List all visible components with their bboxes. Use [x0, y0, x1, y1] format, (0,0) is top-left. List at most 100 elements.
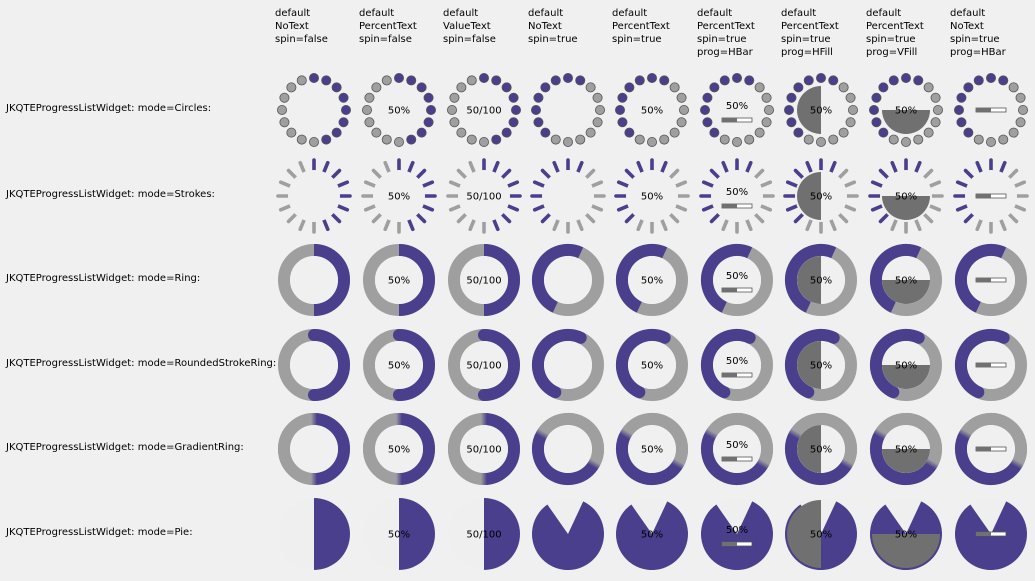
progress-widget-pie: 50% — [363, 498, 435, 570]
progress-text: 50% — [726, 187, 748, 198]
progress-dot — [449, 92, 460, 103]
progress-stroke — [575, 160, 584, 176]
progress-stroke — [744, 160, 753, 176]
progress-stroke — [636, 160, 645, 176]
progress-dot — [338, 92, 349, 103]
progress-text: 50% — [641, 192, 663, 203]
progress-widget-gradientring: 50% — [616, 413, 688, 485]
progress-stroke — [616, 203, 632, 212]
progress-dot — [286, 82, 297, 93]
progress-dot — [331, 127, 342, 138]
progress-widget-pie: 50% — [785, 498, 857, 570]
progress-center — [626, 84, 678, 136]
progress-widget-pie: 50% — [870, 498, 942, 570]
progress-text: 50% — [726, 525, 748, 536]
progress-arc — [870, 329, 925, 399]
progress-dot — [761, 92, 772, 103]
progress-dot — [466, 134, 477, 145]
progress-widget-roundedstrokering: 50% — [363, 329, 435, 401]
progress-dot — [838, 82, 849, 93]
progress-dot — [764, 105, 775, 116]
progress-dot — [933, 105, 944, 116]
progress-dot — [702, 117, 713, 128]
progress-widget-roundedstrokering: 50/100 — [448, 329, 520, 401]
progress-dot — [761, 117, 772, 128]
progress-widget-pie: 50% — [701, 498, 773, 570]
progress-stroke — [659, 160, 668, 176]
progress-center — [542, 170, 594, 222]
progress-dot — [700, 105, 710, 116]
progress-stroke — [448, 180, 464, 189]
progress-text: 50% — [388, 276, 410, 287]
progress-dot — [998, 75, 1009, 86]
progress-center — [458, 170, 510, 222]
progress-widget-gradientring: 50/100 — [448, 413, 520, 485]
progress-dot — [754, 82, 765, 93]
progress-stroke — [757, 180, 773, 189]
column-header: default PercentText spin=true prog=HBar — [697, 8, 755, 58]
progress-widget-pie: 50% — [616, 498, 688, 570]
progress-widget-roundedstrokering: 50% — [785, 329, 857, 401]
progress-dot — [848, 105, 859, 116]
progress-widget-strokes: 50% — [699, 158, 775, 234]
progress-arc — [955, 244, 1007, 313]
progress-stroke — [785, 180, 801, 189]
progress-dot — [423, 117, 434, 128]
progress-dot — [901, 137, 912, 148]
progress-gradient-ring — [616, 413, 688, 485]
column-header: default NoText spin=true — [528, 8, 578, 45]
progress-dot — [364, 117, 375, 128]
progress-dot — [491, 134, 502, 145]
progress-vfill — [882, 196, 930, 220]
progress-center — [542, 84, 594, 136]
progress-dot — [871, 117, 882, 128]
progress-widget-circles — [954, 73, 1029, 148]
progress-text: 50% — [895, 445, 917, 456]
progress-dot — [954, 105, 964, 116]
progress-widget-gradientring — [532, 413, 604, 485]
progress-widget-strokes: 50% — [783, 158, 859, 234]
progress-dot — [501, 82, 512, 93]
progress-dot — [828, 134, 839, 145]
progress-widget-ring: 50% — [363, 244, 435, 316]
progress-gradient-ring — [870, 413, 942, 485]
progress-hbar-fill — [976, 532, 991, 536]
progress-text: 50% — [810, 445, 832, 456]
progress-dot — [331, 82, 342, 93]
progress-stroke — [491, 216, 500, 232]
progress-vfill — [872, 534, 940, 568]
progress-widget-circles: 50% — [869, 73, 944, 148]
progress-dot — [585, 82, 596, 93]
progress-widget-pie — [955, 498, 1027, 570]
progress-dot — [563, 137, 574, 148]
progress-widget-gradientring: 50% — [701, 413, 773, 485]
progress-dot — [617, 92, 628, 103]
progress-stroke — [870, 203, 886, 212]
progress-vfill — [882, 280, 930, 304]
progress-text: 50% — [388, 530, 410, 541]
progress-hbar-fill — [976, 278, 991, 282]
progress-center — [460, 256, 508, 304]
progress-arc — [870, 244, 922, 313]
progress-arc — [483, 244, 520, 316]
progress-dot — [888, 75, 899, 86]
progress-hfill — [797, 172, 821, 220]
progress-arc — [616, 244, 668, 313]
progress-dot — [754, 127, 765, 138]
progress-text: 50% — [641, 530, 663, 541]
progress-dot — [709, 82, 720, 93]
progress-widget-strokes: 50/100 — [446, 158, 522, 234]
progress-dot — [676, 92, 687, 103]
progress-hbar-fill — [722, 457, 737, 461]
column-header: default PercentText spin=true — [612, 8, 670, 45]
progress-dot — [998, 134, 1009, 145]
progress-pie-slice — [701, 501, 773, 570]
progress-widget-ring — [278, 244, 350, 316]
progress-dot — [371, 82, 382, 93]
progress-hbar-fill — [722, 288, 737, 292]
progress-gradient-ring — [701, 413, 773, 485]
progress-stroke — [890, 160, 899, 176]
progress-dot — [786, 117, 797, 128]
progress-text: 50% — [726, 440, 748, 451]
progress-dot — [550, 75, 561, 86]
